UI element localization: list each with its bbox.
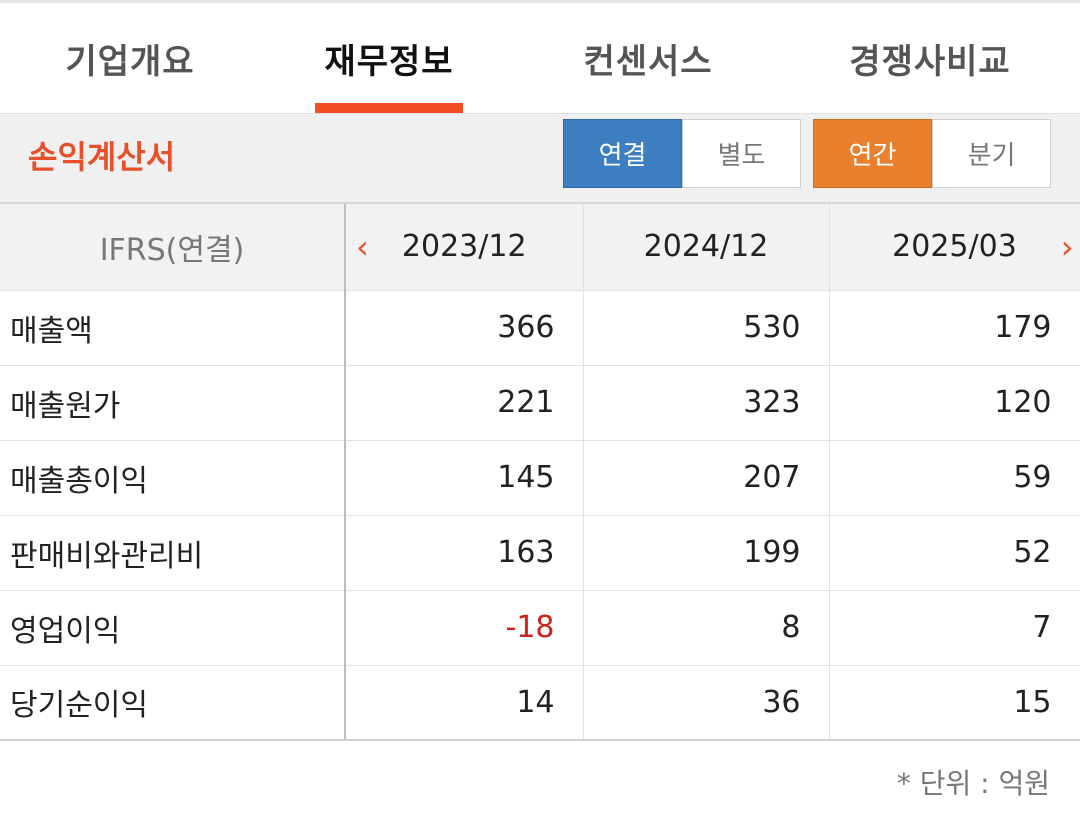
ifrs-basis-label: IFRS(연결) — [0, 204, 346, 291]
tab-consensus[interactable]: 컨센서스 — [548, 3, 748, 113]
cell-value-negative: -18 — [345, 590, 584, 666]
tab-peer-comparison[interactable]: 경쟁사비교 — [820, 3, 1040, 113]
cell-value: 163 — [345, 515, 584, 591]
cell-value: 52 — [829, 515, 1080, 591]
row-label: 판매비와관리비 — [0, 515, 346, 591]
cell-value: 179 — [829, 290, 1080, 366]
row-label: 매출원가 — [0, 365, 346, 441]
table-row: 영업이익 -18 8 7 — [0, 590, 1080, 666]
tab-label: 기업개요 — [65, 41, 195, 82]
period-toggle: 연간 분기 — [813, 119, 1051, 188]
column-header: 2024/12 — [583, 204, 830, 291]
tab-label: 재무정보 — [324, 41, 454, 82]
column-header: 2025/03 › — [829, 204, 1080, 291]
column-header-label: 2023/12 — [401, 229, 527, 265]
tab-financial-info[interactable]: 재무정보 — [315, 3, 463, 113]
table-row: 판매비와관리비 163 199 52 — [0, 515, 1080, 591]
tab-company-overview[interactable]: 기업개요 — [30, 3, 230, 113]
tab-label: 컨센서스 — [583, 41, 713, 82]
tab-label: 경쟁사비교 — [849, 41, 1011, 82]
cell-value: 199 — [583, 515, 830, 591]
table-row: 당기순이익 14 36 15 — [0, 665, 1080, 741]
income-statement-table: IFRS(연결) ‹ 2023/12 2024/12 2025/03 › 매출액… — [0, 204, 1080, 742]
prev-period-arrow-icon[interactable]: ‹ — [356, 227, 369, 266]
table-header-row: IFRS(연결) ‹ 2023/12 2024/12 2025/03 › — [0, 204, 1080, 291]
main-tabs: 기업개요 재무정보 컨센서스 경쟁사비교 — [0, 3, 1080, 113]
row-label: 매출총이익 — [0, 440, 346, 516]
cell-value: 36 — [583, 665, 830, 741]
column-header-label: 2024/12 — [643, 229, 769, 265]
scope-toggle: 연결 별도 — [563, 119, 801, 188]
cell-value: 15 — [829, 665, 1080, 741]
row-label: 영업이익 — [0, 590, 346, 666]
cell-value: 207 — [583, 440, 830, 516]
table-row: 매출액 366 530 179 — [0, 290, 1080, 366]
cell-value: 120 — [829, 365, 1080, 441]
column-header-label: 2025/03 — [892, 229, 1017, 265]
next-period-arrow-icon[interactable]: › — [1060, 227, 1074, 266]
statement-toolbar: 손익계산서 연결 별도 연간 분기 — [0, 113, 1080, 204]
cell-value: 14 — [345, 665, 584, 741]
cell-value: 7 — [829, 590, 1080, 666]
section-title: 손익계산서 — [28, 138, 176, 176]
cell-value: 59 — [829, 440, 1080, 516]
consolidated-button[interactable]: 연결 — [563, 119, 682, 188]
unit-note: * 단위 : 억원 — [896, 767, 1050, 800]
column-header: ‹ 2023/12 — [345, 204, 584, 291]
quarter-button[interactable]: 분기 — [932, 119, 1051, 188]
cell-value: 221 — [345, 365, 584, 441]
annual-button[interactable]: 연간 — [813, 119, 932, 188]
row-label: 당기순이익 — [0, 665, 346, 741]
table-row: 매출원가 221 323 120 — [0, 365, 1080, 441]
cell-value: 145 — [345, 440, 584, 516]
separate-button[interactable]: 별도 — [682, 119, 801, 188]
cell-value: 323 — [583, 365, 830, 441]
table-row: 매출총이익 145 207 59 — [0, 440, 1080, 516]
row-label: 매출액 — [0, 290, 346, 366]
cell-value: 8 — [583, 590, 830, 666]
active-tab-indicator — [315, 103, 463, 113]
cell-value: 530 — [583, 290, 830, 366]
cell-value: 366 — [345, 290, 584, 366]
top-divider — [0, 0, 1080, 3]
